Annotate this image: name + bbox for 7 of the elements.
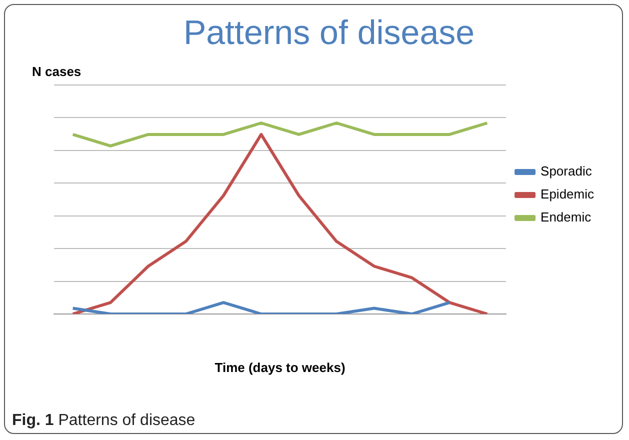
x-axis-title: Time (days to weeks) <box>214 360 346 375</box>
chart-title: Patterns of disease <box>183 14 475 52</box>
legend-label: Sporadic <box>540 164 592 179</box>
legend-label: Epidemic <box>540 186 594 202</box>
caption: Fig. 1 Patterns of disease <box>12 412 196 430</box>
legend-label: Endemic <box>540 210 592 225</box>
y-axis-title: N cases <box>32 64 82 79</box>
